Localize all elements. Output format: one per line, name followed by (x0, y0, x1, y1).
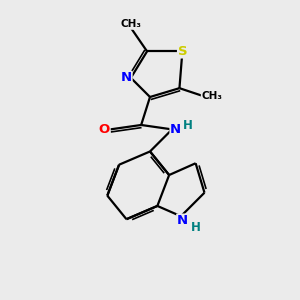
Text: N: N (121, 71, 132, 84)
Text: CH₃: CH₃ (201, 91, 222, 100)
Text: N: N (170, 123, 181, 136)
Text: O: O (99, 123, 110, 136)
Text: N: N (177, 214, 188, 227)
Text: H: H (182, 119, 192, 132)
Text: S: S (178, 45, 187, 58)
Text: CH₃: CH₃ (120, 19, 141, 29)
Text: H: H (191, 221, 201, 234)
